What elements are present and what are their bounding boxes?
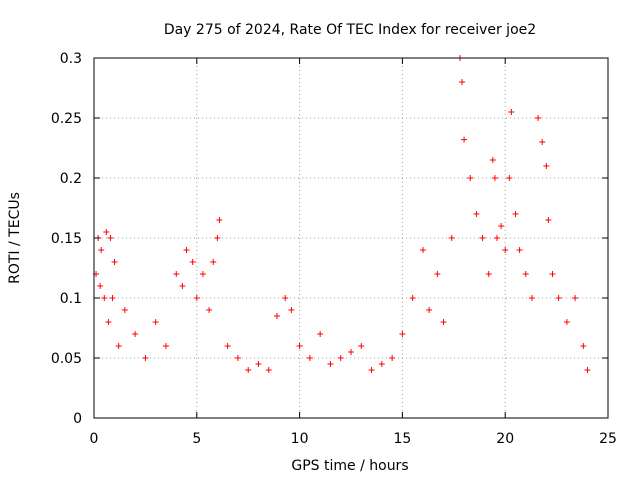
data-point	[265, 367, 272, 373]
data-point	[216, 217, 223, 223]
data-point	[111, 259, 118, 265]
data-point	[522, 271, 529, 277]
data-point	[426, 307, 433, 313]
axis-ticks: 0 5 10 15 20 25 0 0.05 0.1 0.15 0.2 0.25 0.3	[51, 51, 617, 447]
data-point	[389, 355, 396, 361]
data-point	[580, 343, 587, 349]
data-point	[539, 139, 546, 145]
y-tick-label: 0.25	[51, 111, 82, 127]
data-point	[512, 211, 519, 217]
data-point	[327, 361, 334, 367]
data-point	[109, 295, 116, 301]
data-point	[210, 259, 217, 265]
y-tick-label: 0	[73, 411, 82, 427]
y-tick-label: 0.05	[51, 351, 82, 367]
data-point	[152, 319, 159, 325]
y-axis-label: ROTI / TECUs	[7, 192, 23, 284]
x-tick-label: 10	[291, 431, 309, 447]
data-point	[97, 283, 104, 289]
x-axis-label: GPS time / hours	[291, 458, 408, 474]
y-tick-label: 0.1	[60, 291, 82, 307]
data-point	[448, 235, 455, 241]
data-point	[545, 217, 552, 223]
data-point	[419, 247, 426, 253]
x-tick-label: 25	[599, 431, 617, 447]
data-point	[173, 271, 180, 277]
data-point	[296, 343, 303, 349]
data-point	[162, 343, 169, 349]
data-point	[199, 271, 206, 277]
data-point	[179, 283, 186, 289]
data-point	[584, 367, 591, 373]
y-tick-label: 0.2	[60, 171, 82, 187]
data-points	[93, 55, 591, 373]
grid-lines	[94, 58, 608, 418]
x-tick-label: 20	[496, 431, 514, 447]
data-point	[183, 247, 190, 253]
data-point	[214, 235, 221, 241]
x-tick-label: 5	[192, 431, 201, 447]
data-point	[288, 307, 295, 313]
data-point	[434, 271, 441, 277]
data-point	[107, 235, 114, 241]
data-point	[440, 319, 447, 325]
x-tick-label: 15	[393, 431, 411, 447]
data-point	[409, 295, 416, 301]
data-point	[555, 295, 562, 301]
data-point	[535, 115, 542, 121]
data-point	[368, 367, 375, 373]
data-point	[498, 223, 505, 229]
data-point	[121, 307, 128, 313]
data-point	[549, 271, 556, 277]
data-point	[516, 247, 523, 253]
data-point	[255, 361, 262, 367]
data-point	[485, 271, 492, 277]
data-point	[479, 235, 486, 241]
data-point	[206, 307, 213, 313]
data-point	[273, 313, 280, 319]
data-point	[306, 355, 313, 361]
data-point	[572, 295, 579, 301]
data-point	[282, 295, 289, 301]
data-point	[224, 343, 231, 349]
data-point	[491, 175, 498, 181]
data-point	[348, 349, 354, 355]
data-point	[142, 355, 149, 361]
data-point	[317, 331, 324, 337]
data-point	[245, 367, 252, 373]
data-point	[115, 343, 122, 349]
x-tick-label: 0	[90, 431, 99, 447]
data-point	[132, 331, 139, 337]
data-point	[508, 109, 515, 115]
data-point	[493, 235, 500, 241]
data-point	[98, 247, 105, 253]
data-point	[337, 355, 344, 361]
data-point	[101, 295, 108, 301]
data-point	[489, 157, 496, 163]
y-tick-label: 0.15	[51, 231, 82, 247]
data-point	[461, 136, 468, 143]
data-point	[234, 355, 241, 361]
data-point	[459, 79, 466, 85]
data-point	[103, 229, 110, 235]
data-point	[467, 175, 474, 181]
data-point	[193, 295, 200, 301]
data-point	[473, 211, 480, 217]
y-tick-label: 0.3	[60, 51, 82, 67]
data-point	[563, 319, 570, 325]
data-point	[543, 163, 550, 169]
data-point	[358, 343, 365, 349]
data-point	[528, 295, 535, 301]
data-point	[378, 361, 385, 367]
data-point	[399, 331, 406, 337]
chart-title: Day 275 of 2024, Rate Of TEC Index for r…	[164, 22, 536, 38]
data-point	[189, 259, 196, 265]
data-point	[506, 175, 513, 181]
data-point	[105, 319, 112, 325]
data-point	[502, 247, 509, 253]
